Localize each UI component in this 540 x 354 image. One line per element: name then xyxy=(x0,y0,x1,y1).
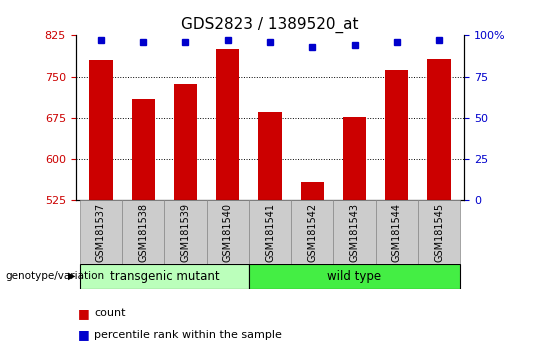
Text: count: count xyxy=(94,308,126,318)
Bar xyxy=(122,200,164,264)
Title: GDS2823 / 1389520_at: GDS2823 / 1389520_at xyxy=(181,16,359,33)
Text: GSM181540: GSM181540 xyxy=(222,203,233,262)
Text: GSM181537: GSM181537 xyxy=(96,203,106,262)
Bar xyxy=(291,200,333,264)
Text: GSM181543: GSM181543 xyxy=(349,203,360,262)
Text: GSM181541: GSM181541 xyxy=(265,203,275,262)
Text: GSM181544: GSM181544 xyxy=(392,203,402,262)
Bar xyxy=(249,264,460,289)
Text: GSM181538: GSM181538 xyxy=(138,203,148,262)
Text: GSM181545: GSM181545 xyxy=(434,203,444,262)
Bar xyxy=(376,200,418,264)
Bar xyxy=(301,182,324,200)
Text: GSM181539: GSM181539 xyxy=(180,203,191,262)
Bar xyxy=(343,116,366,200)
Bar xyxy=(80,264,249,289)
Bar xyxy=(385,70,408,200)
Bar xyxy=(207,200,249,264)
Bar xyxy=(418,200,460,264)
Text: transgenic mutant: transgenic mutant xyxy=(110,270,219,282)
Bar xyxy=(164,200,207,264)
Bar xyxy=(80,200,122,264)
Text: ■: ■ xyxy=(78,328,90,341)
Bar xyxy=(89,60,112,200)
Text: ■: ■ xyxy=(78,307,90,320)
Text: ▶: ▶ xyxy=(68,271,75,281)
Text: percentile rank within the sample: percentile rank within the sample xyxy=(94,330,282,339)
Text: genotype/variation: genotype/variation xyxy=(5,271,105,281)
Text: wild type: wild type xyxy=(327,270,382,282)
Bar xyxy=(333,200,376,264)
Bar xyxy=(428,59,451,200)
Text: GSM181542: GSM181542 xyxy=(307,203,318,262)
Bar xyxy=(174,84,197,200)
Bar xyxy=(249,200,291,264)
Bar xyxy=(216,49,239,200)
Bar xyxy=(258,112,282,200)
Bar xyxy=(132,98,155,200)
